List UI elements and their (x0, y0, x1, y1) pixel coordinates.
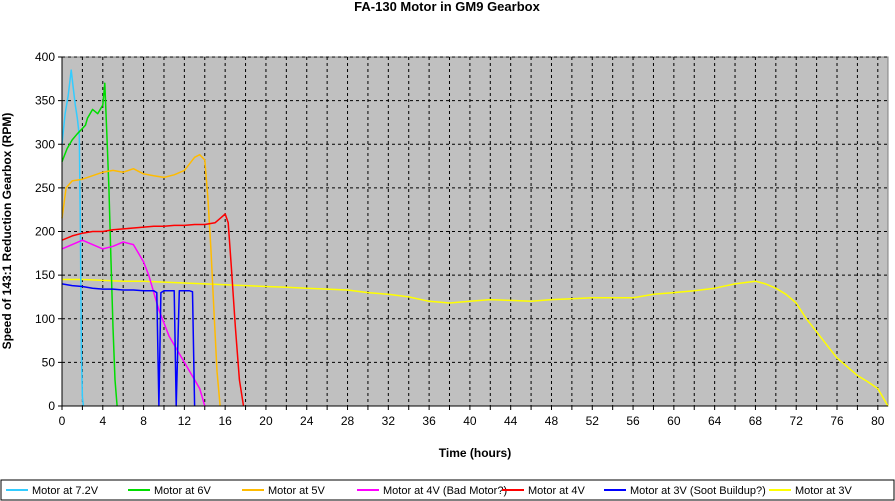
x-tick-label: 52 (586, 414, 600, 428)
y-tick-label: 250 (35, 181, 55, 195)
x-tick-label: 4 (99, 414, 106, 428)
legend-label: Motor at 4V (528, 485, 586, 497)
x-tick-label: 56 (626, 414, 640, 428)
x-tick-label: 80 (871, 414, 885, 428)
series-line-0 (61, 69, 85, 407)
legend-label: Motor at 4V (Bad Motor?) (383, 485, 507, 497)
y-tick-label: 200 (35, 225, 55, 239)
x-tick-label: 72 (790, 414, 804, 428)
series-line-3 (61, 239, 206, 407)
x-tick-label: 68 (749, 414, 763, 428)
y-tick-labels: 0 50 100 150 200 250 300 350 400 (35, 50, 55, 413)
x-tick-label: 76 (830, 414, 844, 428)
legend-label: Motor at 3V (Soot Buildup?) (630, 485, 766, 497)
x-tick-label: 60 (667, 414, 681, 428)
legend-label: Motor at 5V (268, 485, 326, 497)
series-line-1 (61, 82, 118, 407)
chart-title: FA-130 Motor in GM9 Gearbox (354, 0, 540, 14)
y-tick-label: 350 (35, 94, 55, 108)
y-tick-label: 0 (48, 399, 55, 413)
series-line-6 (62, 278, 889, 407)
x-tick-label: 20 (259, 414, 273, 428)
axes (58, 56, 888, 410)
x-tick-label: 16 (218, 414, 232, 428)
y-tick-label: 300 (35, 137, 55, 151)
x-tick-label: 44 (504, 414, 518, 428)
legend-box (0, 479, 895, 501)
x-tick-label: 32 (382, 414, 396, 428)
legend-label: Motor at 6V (154, 485, 212, 497)
legend-label: Motor at 7.2V (32, 485, 99, 497)
x-tick-label: 24 (300, 414, 314, 428)
plot-area (61, 56, 889, 407)
y-tick-label: 100 (35, 312, 55, 326)
x-axis-label: Time (hours) (439, 446, 511, 460)
legend: Motor at 7.2V Motor at 6V Motor at 5V Motor… (0, 479, 895, 501)
series-line-2 (61, 153, 221, 407)
series-line-5 (61, 283, 196, 407)
legend-label: Motor at 3V (795, 485, 853, 497)
x-tick-label: 12 (178, 414, 192, 428)
y-tick-label: 400 (35, 50, 55, 64)
x-tick-label: 40 (463, 414, 477, 428)
y-tick-label: 150 (35, 268, 55, 282)
x-tick-label: 48 (545, 414, 559, 428)
x-tick-label: 64 (708, 414, 722, 428)
x-tick-label: 36 (422, 414, 436, 428)
x-tick-label: 0 (59, 414, 66, 428)
x-tick-label: 28 (341, 414, 355, 428)
y-tick-label: 50 (42, 355, 56, 369)
series-lines (61, 69, 889, 407)
x-tick-label: 8 (140, 414, 147, 428)
y-axis-label: Speed of 143:1 Reduction Gearbox (RPM) (0, 113, 14, 350)
series-line-4 (61, 213, 245, 407)
x-tick-labels: 0 4 8 12 16 20 24 28 32 36 40 44 48 52 56 60 64 68 72 76 80 (59, 414, 885, 428)
